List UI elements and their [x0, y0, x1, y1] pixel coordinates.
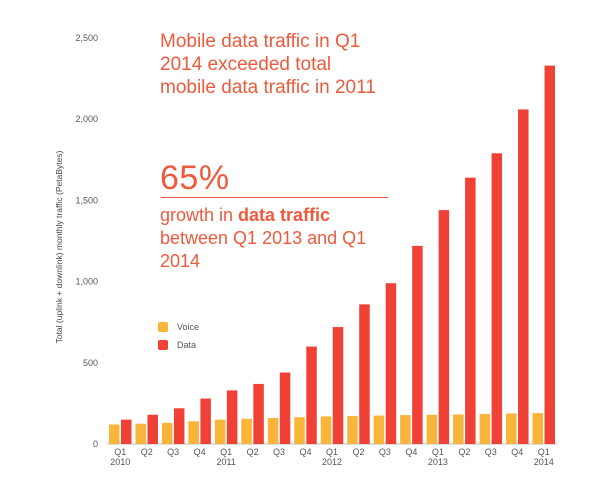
- x-tick-label: Q1: [432, 447, 444, 457]
- y-tick-label: 2,500: [75, 33, 98, 43]
- x-tick-label: Q1: [326, 447, 338, 457]
- legend-label-data: Data: [177, 340, 196, 350]
- bar-voice: [241, 418, 252, 444]
- x-tick-label: Q3: [167, 447, 179, 457]
- legend-swatch-voice: [158, 322, 168, 332]
- headline-annotation: Mobile data traffic in Q1 2014 exceeded …: [160, 31, 376, 98]
- bar-voice: [400, 415, 411, 444]
- bar-voice: [320, 416, 332, 444]
- x-tick-year-label: 2014: [534, 457, 554, 467]
- bar-data: [544, 65, 556, 445]
- x-tick-label: Q2: [247, 447, 259, 457]
- growth-description-post: between Q1 2013 and Q1 2014: [160, 228, 367, 271]
- bar-voice: [108, 424, 120, 444]
- x-tick-label: Q4: [194, 447, 206, 457]
- y-tick-label: 1,500: [75, 195, 98, 205]
- bar-data: [359, 304, 370, 444]
- bar-voice: [214, 419, 226, 444]
- x-tick-label: Q1: [220, 447, 232, 457]
- y-axis-label: Total (uplink + downlink) monthly traffi…: [54, 150, 64, 343]
- bar-data: [385, 283, 397, 444]
- x-tick-year-label: 2010: [110, 457, 130, 467]
- bar-data: [438, 210, 450, 444]
- x-tick-label: Q1: [114, 447, 126, 457]
- x-tick-label: Q2: [352, 447, 364, 457]
- bar-voice: [161, 422, 173, 444]
- growth-description-bold: data traffic: [238, 205, 331, 225]
- divider-line: [161, 197, 388, 198]
- bar-data: [173, 408, 185, 444]
- bar-voice: [479, 413, 491, 444]
- x-tick-year-label: 2012: [322, 457, 342, 467]
- y-tick-label: 1,000: [75, 277, 98, 287]
- bar-data: [518, 109, 529, 445]
- x-tick-label: Q1: [538, 447, 550, 457]
- bar-voice: [532, 413, 544, 444]
- bar-voice: [373, 415, 385, 444]
- legend-swatch-data: [158, 340, 168, 350]
- x-tick-year-label: 2013: [428, 457, 448, 467]
- bar-voice: [347, 416, 358, 444]
- bar-data: [253, 383, 264, 444]
- bar-voice: [294, 417, 305, 444]
- bar-data: [306, 346, 317, 444]
- x-tick-label: Q3: [273, 447, 285, 457]
- bar-data: [412, 245, 423, 444]
- legend: Voice Data: [158, 322, 199, 350]
- y-tick-label: 0: [93, 439, 98, 449]
- bar-voice: [426, 414, 438, 444]
- growth-percentage: 65%: [160, 159, 230, 197]
- x-tick-year-label: 2011: [216, 457, 235, 467]
- bar-voice: [188, 421, 199, 444]
- x-tick-label: Q4: [300, 447, 312, 457]
- bar-data: [465, 177, 476, 444]
- bar-data: [147, 414, 158, 444]
- bar-voice: [453, 414, 464, 444]
- bar-voice: [267, 418, 279, 444]
- bar-data: [226, 390, 238, 444]
- x-tick-label: Q2: [141, 447, 153, 457]
- bar-voice: [506, 413, 517, 444]
- bar-data: [332, 327, 344, 444]
- x-tick-label: Q4: [405, 447, 417, 457]
- legend-label-voice: Voice: [177, 322, 199, 332]
- x-tick-label: Q3: [379, 447, 391, 457]
- y-axis: 0 500 1,000 1,500 2,000 2,500: [75, 33, 98, 449]
- x-tick-label: Q4: [511, 447, 523, 457]
- growth-description: growth in data traffic between Q1 2013 a…: [160, 204, 400, 273]
- bar-data: [491, 153, 503, 445]
- y-tick-label: 2,000: [75, 114, 98, 124]
- x-tick-label: Q3: [485, 447, 497, 457]
- x-tick-label: Q2: [458, 447, 470, 457]
- bar-voice: [135, 423, 146, 444]
- bars: [108, 65, 556, 445]
- bar-data: [200, 398, 211, 444]
- bar-data: [120, 419, 132, 444]
- growth-description-pre: growth in: [160, 205, 239, 225]
- bar-data: [279, 372, 291, 444]
- y-tick-label: 500: [83, 358, 98, 368]
